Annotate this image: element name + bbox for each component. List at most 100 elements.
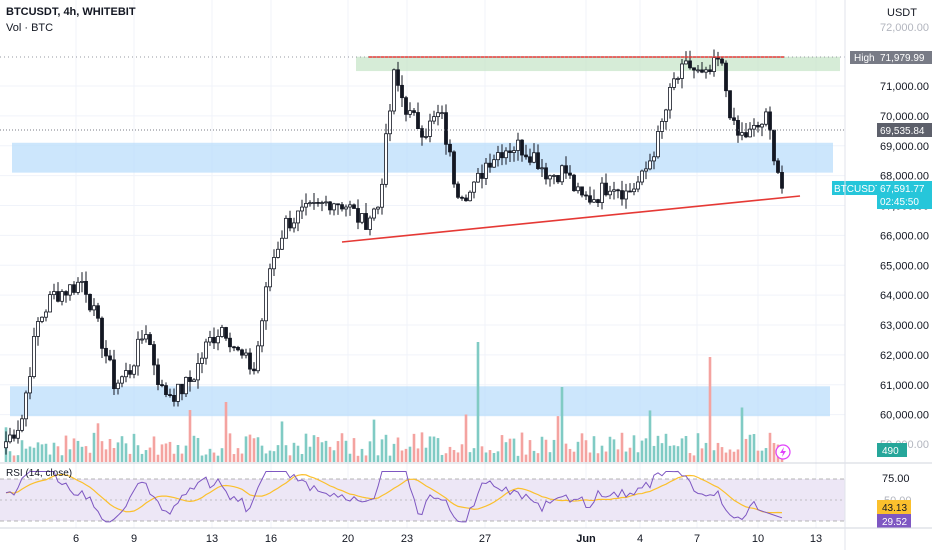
- volume-bar: [656, 435, 660, 462]
- candle-body: [176, 383, 180, 402]
- volume-bar: [760, 450, 764, 462]
- symbol-badge-label: BTCUSDT: [834, 184, 881, 195]
- candle-body: [256, 345, 260, 372]
- volume-bar: [744, 438, 748, 462]
- volume-bar: [312, 435, 316, 462]
- price-axis[interactable]: 71,000.0070,000.0069,000.0068,000.0067,0…: [880, 81, 929, 422]
- candle-body: [124, 370, 128, 378]
- currency-label[interactable]: USDT: [887, 7, 917, 19]
- candle-body: [20, 418, 24, 431]
- candle-body: [324, 201, 328, 204]
- rsi-lines[interactable]: [5, 470, 783, 523]
- candle-body: [148, 334, 152, 345]
- time-tick-label: 27: [479, 533, 491, 545]
- volume-bar: [348, 453, 352, 462]
- volume-bar: [756, 450, 760, 462]
- candle-body: [496, 152, 500, 161]
- volume-bar: [196, 437, 200, 462]
- rsi-legend[interactable]: RSI (14, close): [6, 468, 72, 479]
- volume-legend[interactable]: Vol · BTC: [6, 22, 53, 34]
- volume-bar: [428, 436, 432, 462]
- alert-icon[interactable]: [775, 444, 791, 460]
- volume-bar: [648, 410, 652, 462]
- volume-bar: [56, 446, 60, 462]
- volume-bar: [108, 438, 112, 462]
- volume-bar: [240, 453, 244, 462]
- symbol-title[interactable]: BTCUSDT, 4h, WHITEBIT: [6, 6, 136, 18]
- candle-body: [328, 201, 332, 211]
- candle-body: [52, 291, 56, 296]
- candle-body: [600, 182, 604, 204]
- volume-bar: [412, 433, 416, 462]
- volume-bar: [544, 439, 548, 462]
- candle-body: [104, 347, 108, 357]
- time-axis[interactable]: 6 9 13 16 20 23 27 Jun 4 7 10 13: [73, 533, 822, 545]
- last-price-badge: [877, 181, 932, 209]
- candle-body: [64, 291, 68, 296]
- volume-bar: [192, 435, 196, 462]
- candle-body: [92, 305, 96, 311]
- volume-bar: [460, 444, 464, 462]
- candle-body: [232, 346, 236, 349]
- candle-body: [36, 321, 40, 337]
- candle-body: [128, 370, 132, 375]
- candle-body: [344, 206, 348, 210]
- candle-body: [172, 394, 176, 402]
- candle-body: [276, 248, 280, 258]
- candle-body: [504, 150, 508, 159]
- candle-body: [428, 120, 432, 137]
- price-zones: [10, 56, 840, 417]
- volume-bar: [252, 438, 256, 462]
- time-tick-label: 23: [401, 533, 413, 545]
- candle-body: [488, 162, 492, 168]
- volume-bar: [680, 438, 684, 462]
- candle-body: [540, 167, 544, 170]
- volume-bar: [356, 455, 360, 462]
- candle-body: [348, 204, 352, 208]
- volume-bar: [420, 432, 424, 462]
- volume-bar: [36, 442, 40, 462]
- time-tick-label: 4: [637, 533, 643, 545]
- volume-bar: [352, 438, 356, 462]
- candlesticks[interactable]: [4, 49, 784, 455]
- volume-bar: [8, 451, 12, 462]
- candle-body: [16, 429, 20, 439]
- candle-body: [672, 78, 676, 88]
- candle-body: [384, 133, 388, 185]
- volume-bar: [692, 455, 696, 462]
- rsi-value-badge: [877, 514, 911, 528]
- rsi-ma-line: [5, 473, 783, 514]
- volume-bar: [272, 451, 276, 462]
- volume-bar: [384, 434, 388, 462]
- volume-bar: [752, 434, 756, 462]
- time-tick-label: 6: [73, 533, 79, 545]
- candle-body: [292, 222, 296, 229]
- zone: [10, 386, 830, 417]
- candle-body: [460, 196, 464, 199]
- volume-bar: [360, 448, 364, 462]
- candle-body: [484, 162, 488, 179]
- candle-body: [212, 337, 216, 344]
- volume-bar: [212, 452, 216, 462]
- high-value: 71,979.99: [880, 53, 925, 64]
- volume-bar: [452, 449, 456, 462]
- volume-bar: [112, 447, 116, 462]
- candle-body: [732, 117, 736, 121]
- candle-body: [40, 316, 44, 322]
- volume-bar: [624, 451, 628, 462]
- candle-body: [220, 327, 224, 337]
- candle-body: [228, 337, 232, 348]
- candle-body: [472, 181, 476, 193]
- volume-bar: [76, 440, 80, 462]
- volume-bar: [728, 449, 732, 462]
- volume-bar: [160, 444, 164, 462]
- volume-badge: [877, 443, 907, 457]
- candle-body: [568, 172, 572, 176]
- candle-body: [584, 194, 588, 197]
- candle-body: [740, 132, 744, 136]
- high-label: High: [854, 53, 875, 64]
- support-line: [341, 195, 801, 243]
- candle-body: [316, 202, 320, 204]
- candle-body: [132, 365, 136, 375]
